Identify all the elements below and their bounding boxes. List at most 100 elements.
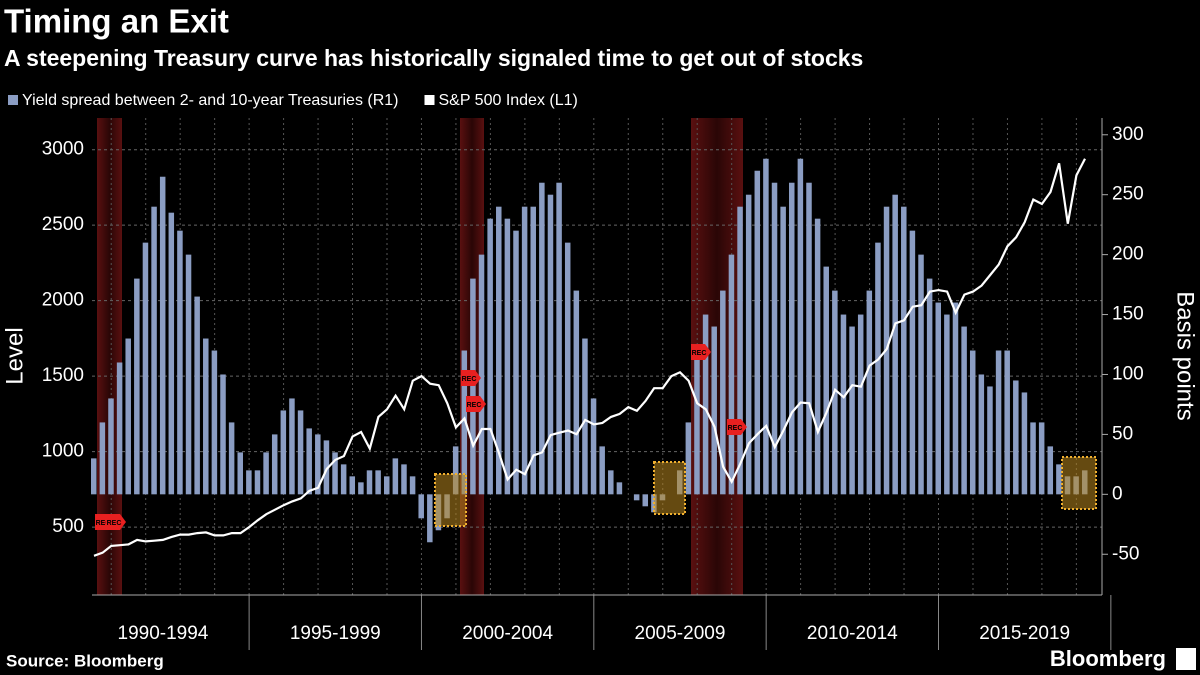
bar xyxy=(496,206,502,495)
bar xyxy=(806,182,812,495)
bar xyxy=(254,470,261,495)
y2-tick-label: -50 xyxy=(1112,543,1139,564)
bar xyxy=(315,434,321,495)
bar xyxy=(228,422,235,495)
bar xyxy=(685,422,692,495)
line xyxy=(93,158,1086,557)
bar xyxy=(289,398,295,495)
bar xyxy=(633,494,640,501)
bar xyxy=(116,362,123,495)
bar xyxy=(987,386,993,495)
bar xyxy=(409,476,416,495)
bar xyxy=(961,326,967,495)
bar xyxy=(280,410,287,495)
bar xyxy=(754,170,761,495)
rec-label: REC xyxy=(462,376,477,383)
rec-flag xyxy=(727,419,747,435)
brand: Bloomberg xyxy=(1050,646,1166,671)
bar xyxy=(99,422,106,495)
bar xyxy=(763,158,769,495)
bar xyxy=(332,452,338,495)
lines xyxy=(93,158,1086,557)
y-axis-title: Level xyxy=(1,327,28,384)
y-tick-label: 2500 xyxy=(42,214,84,235)
rec-flag xyxy=(106,514,126,530)
bar xyxy=(780,206,786,495)
bar xyxy=(823,266,829,495)
bar xyxy=(177,230,183,495)
bar xyxy=(642,494,649,507)
bar xyxy=(728,254,735,495)
bar xyxy=(358,482,364,495)
bar xyxy=(297,410,304,495)
y2-axis-title: Basis points xyxy=(1172,291,1199,420)
inversion-box xyxy=(653,461,686,515)
bar xyxy=(323,440,330,495)
bar xyxy=(1004,350,1010,495)
y2-tick-label: 0 xyxy=(1112,483,1123,504)
bars xyxy=(91,158,1088,543)
legend-swatch xyxy=(424,95,435,105)
bar xyxy=(91,458,97,495)
chart-title: Timing an Exit xyxy=(4,3,229,40)
bar xyxy=(151,206,157,495)
bar xyxy=(392,458,399,495)
bar xyxy=(771,182,778,495)
bar xyxy=(892,194,898,495)
bar xyxy=(797,158,804,495)
bar xyxy=(504,218,511,495)
chart-subtitle: A steepening Treasury curve has historic… xyxy=(4,45,863,71)
bar xyxy=(745,194,752,495)
y2-tick-label: 300 xyxy=(1112,124,1144,145)
bar xyxy=(857,314,864,495)
bar xyxy=(1038,422,1045,495)
bar xyxy=(556,182,562,495)
bar xyxy=(530,206,536,495)
bar xyxy=(521,206,528,495)
bar xyxy=(203,338,209,495)
rec-label: REC xyxy=(692,350,707,357)
y-tick-label: 1000 xyxy=(42,441,84,462)
y-tick-label: 2000 xyxy=(42,290,84,311)
x-group-label: 2015-2019 xyxy=(979,623,1070,644)
bar xyxy=(470,278,476,495)
bar xyxy=(271,434,278,495)
y2-tick-label: 100 xyxy=(1112,363,1144,384)
bar xyxy=(142,242,149,495)
bar xyxy=(737,206,743,495)
inversion-box xyxy=(434,473,467,527)
legend-swatch xyxy=(8,95,18,105)
bar xyxy=(1047,446,1054,495)
bar xyxy=(909,230,916,495)
bar xyxy=(840,314,847,495)
bar xyxy=(108,398,114,495)
bar xyxy=(1030,422,1036,495)
brand-icon xyxy=(1176,648,1196,670)
legend: Yield spread between 2- and 10-year Trea… xyxy=(8,92,578,109)
bar xyxy=(1013,380,1019,495)
y2-tick-label: 200 xyxy=(1112,244,1144,265)
bar xyxy=(383,476,390,495)
rec-label: REC xyxy=(728,425,743,432)
bar xyxy=(547,194,554,495)
bar xyxy=(978,374,985,495)
y-tick-label: 3000 xyxy=(42,139,84,160)
bar xyxy=(1056,464,1062,495)
x-group-label: 2010-2014 xyxy=(807,623,898,644)
bar xyxy=(487,218,493,495)
bar xyxy=(539,182,545,495)
rec-flag xyxy=(466,396,486,412)
bar xyxy=(608,470,614,495)
x-group-label: 1995-1999 xyxy=(290,623,381,644)
bar xyxy=(849,326,855,495)
grid xyxy=(92,118,1102,595)
bar xyxy=(168,212,175,495)
rec-flag xyxy=(691,344,711,360)
inversion-boxes xyxy=(434,456,1097,527)
bar xyxy=(866,290,873,495)
bar xyxy=(427,494,433,543)
bar xyxy=(366,470,373,495)
x-group-label: 2000-2004 xyxy=(462,623,553,644)
y2-tick-label: 250 xyxy=(1112,184,1144,205)
